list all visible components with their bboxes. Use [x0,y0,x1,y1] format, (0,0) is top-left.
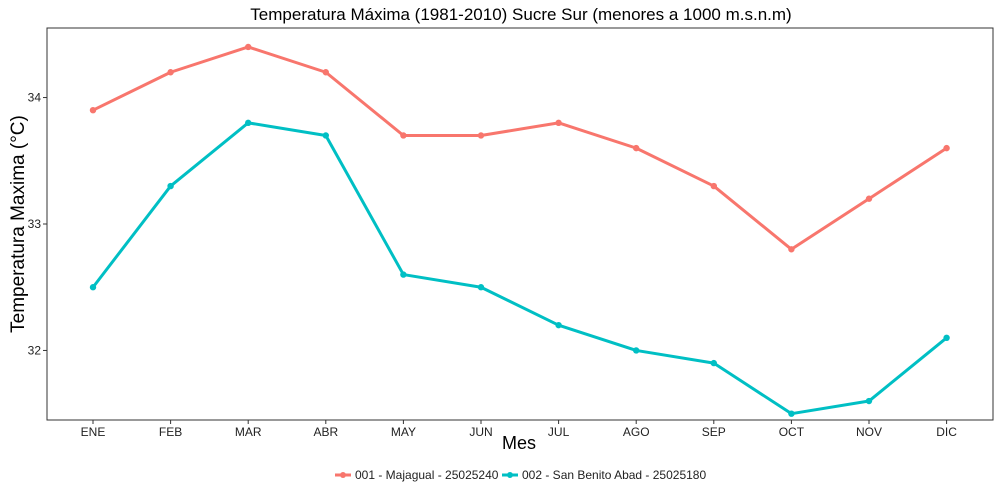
plot-panel [46,27,994,421]
legend: 001 - Majagual - 25025240 002 - San Benit… [335,468,706,482]
x-tick-label: OCT [779,425,805,439]
data-point [788,410,795,417]
y-tick-label: 34 [28,91,42,105]
x-tick-label: NOV [856,425,882,439]
x-tick-label: DIC [936,425,957,439]
x-axis-title: Mes [502,433,536,453]
legend-label: 001 - Majagual - 25025240 [355,468,499,482]
data-point [633,347,640,354]
x-tick-label: MAR [235,425,262,439]
chart-title: Temperatura Máxima (1981-2010) Sucre Sur… [250,5,791,24]
x-tick-label: MAY [391,425,416,439]
data-point [943,144,950,152]
legend-item: 001 - Majagual - 25025240 [335,468,499,482]
x-tick-label: FEB [159,425,182,439]
series-2 [89,119,950,417]
y-tick-label: 33 [28,217,42,231]
data-point [477,132,485,139]
data-point [322,69,329,76]
y-axis-title: Temperatura Maxima (°C) [8,115,29,333]
series-layer [89,43,950,417]
data-point [322,132,329,139]
data-point [633,144,640,152]
data-point [477,284,485,291]
legend-key-point [507,472,513,478]
data-point [555,119,562,127]
data-point [167,69,174,76]
series-1 [89,43,950,253]
x-tick-label: JUL [548,425,570,439]
x-axis: ENE FEB MAR ABR MAY JUN JUL AGO SEP OCT NOV DIC [81,420,957,439]
data-point [167,182,174,190]
data-point [865,195,873,202]
data-point [400,271,407,278]
y-tick-label: 32 [28,343,42,357]
data-point [89,106,97,114]
data-point [400,132,407,139]
data-point [710,182,717,190]
data-point [788,246,795,253]
data-point [245,43,252,51]
x-tick-label: SEP [702,425,726,439]
legend-key-point [340,472,346,478]
x-tick-label: JUN [469,425,492,439]
x-tick-label: AGO [623,425,650,439]
data-point [943,334,950,342]
data-point [555,321,562,329]
x-tick-label: ENE [81,425,106,439]
series-line [91,121,948,416]
data-point [89,284,97,291]
y-axis: 32 33 34 [28,91,47,357]
data-point [710,359,717,367]
series-line [92,45,948,251]
x-tick-label: ABR [313,425,338,439]
legend-item: 002 - San Benito Abad - 25025180 [502,468,706,482]
data-point [865,397,873,405]
legend-label: 002 - San Benito Abad - 25025180 [522,468,706,482]
data-point [245,119,252,127]
